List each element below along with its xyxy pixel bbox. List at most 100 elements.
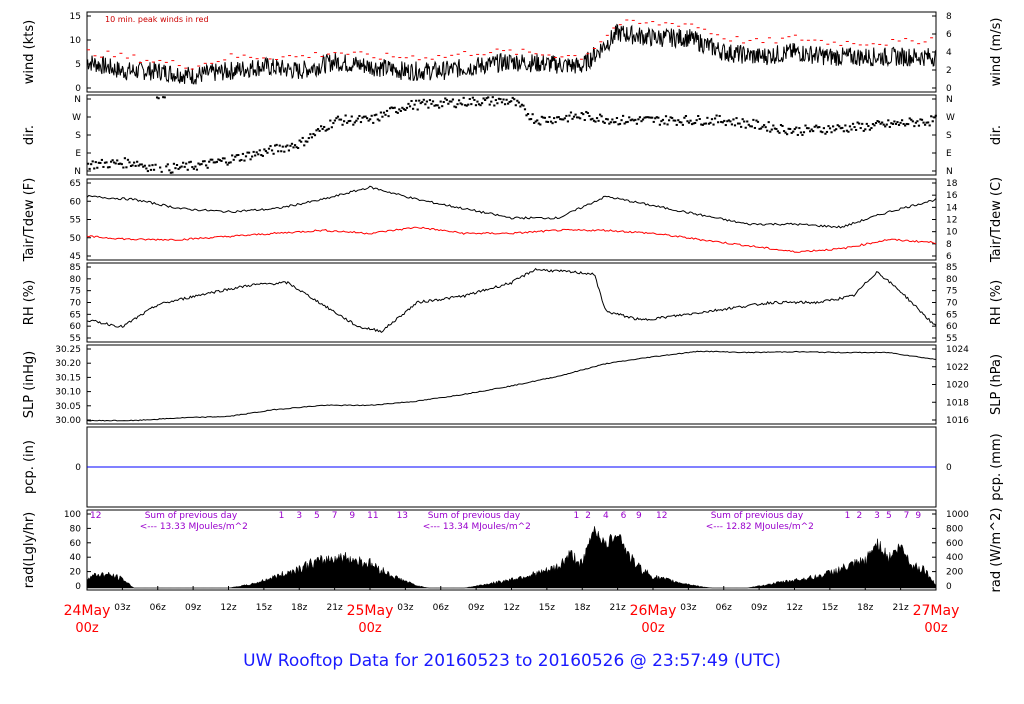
time-tick: 03z (397, 603, 413, 613)
dir-point (523, 108, 527, 111)
dir-point (384, 113, 387, 116)
rad-hour-marker: 9 (349, 511, 355, 521)
tick-left-slp: 30.10 (55, 388, 81, 398)
dir-point (689, 119, 692, 122)
dir-point (770, 128, 773, 131)
dir-point (694, 121, 697, 124)
dir-point (87, 162, 90, 165)
dir-point (321, 127, 324, 130)
dir-point (252, 150, 255, 153)
dir-point (566, 120, 570, 123)
dir-point (796, 133, 799, 136)
dir-point (297, 147, 300, 150)
dir-point (159, 166, 162, 169)
dir-point (214, 161, 217, 164)
ylabel-left-wind: wind (kts) (22, 20, 37, 84)
dir-point (163, 96, 166, 99)
time-tick: 21z (327, 603, 343, 613)
dir-point (335, 117, 338, 120)
dir-point (499, 98, 502, 101)
dir-point (454, 106, 458, 109)
dir-point (145, 167, 148, 170)
dir-point (215, 160, 218, 163)
dir-point (438, 106, 441, 109)
dir-point (825, 130, 829, 133)
dir-point (270, 149, 274, 152)
tick-left-slp: 30.25 (55, 345, 81, 355)
dir-point (583, 119, 586, 122)
dir-point (828, 127, 832, 130)
tick-right-rad: 200 (946, 568, 963, 578)
tick-right-rad: 0 (946, 582, 952, 592)
dir-point (224, 161, 228, 164)
dir-point (387, 115, 390, 118)
dir-point (125, 166, 128, 169)
rad-annotation: <--- 13.33 MJoules/m^2 (140, 522, 248, 532)
dir-point (707, 122, 711, 125)
time-tick: 09z (185, 603, 201, 613)
dir-point (111, 159, 114, 162)
dir-point (690, 123, 694, 126)
dir-point (192, 167, 195, 170)
dir-point (543, 116, 547, 119)
dir-point (272, 152, 275, 155)
dir-point (818, 126, 821, 129)
dir-point (874, 121, 878, 124)
dir-point (445, 98, 448, 101)
dir-point (496, 102, 499, 105)
dir-point (568, 114, 571, 117)
dir-point (372, 121, 375, 124)
dir-point (330, 126, 333, 129)
rad-hour-marker: 13 (397, 511, 408, 521)
dir-point (507, 102, 510, 105)
dir-point (226, 163, 229, 166)
dir-point (370, 114, 373, 117)
rad-annotation: <--- 12.82 MJoules/m^2 (706, 522, 814, 532)
dir-point (251, 155, 254, 158)
dir-point (200, 163, 203, 166)
tick-right-wind: 4 (946, 48, 952, 58)
dir-point (392, 107, 395, 110)
dir-point (362, 115, 366, 118)
dir-point (320, 125, 323, 128)
dir-point (211, 158, 214, 161)
dir-point (786, 133, 789, 136)
dir-point (723, 119, 726, 122)
dir-point (461, 103, 464, 106)
dir-point (850, 128, 853, 131)
dir-point (741, 118, 744, 121)
rad-series-area (86, 526, 937, 589)
dir-point (378, 119, 381, 122)
dir-point (649, 116, 652, 119)
dir-point (752, 118, 755, 121)
dir-point (228, 161, 231, 164)
dir-point (913, 125, 916, 128)
dir-point (534, 120, 537, 123)
tick-right-rh: 65 (946, 310, 957, 320)
dir-point (686, 120, 689, 123)
tick-right-slp: 1018 (946, 398, 969, 408)
dir-point (140, 163, 143, 166)
dir-point (197, 162, 200, 165)
rad-hour-marker: 12 (90, 511, 101, 521)
dir-point (267, 147, 271, 150)
dir-point (105, 161, 108, 164)
dir-point (600, 115, 603, 118)
dir-point (931, 120, 934, 123)
dir-point (488, 103, 491, 106)
dir-point (94, 161, 97, 164)
dir-point (361, 116, 364, 119)
dir-point (712, 123, 715, 126)
tick-left-rh: 60 (70, 322, 82, 332)
dir-point (381, 115, 384, 118)
dir-point (749, 125, 752, 128)
dir-point (657, 116, 660, 119)
dir-point (405, 106, 409, 109)
dir-point (560, 118, 563, 121)
dir-point (810, 128, 813, 131)
dir-point (157, 97, 160, 100)
dir-point (459, 102, 462, 105)
dir-point (467, 103, 470, 106)
rad-hour-marker: 11 (367, 511, 378, 521)
tick-right-wind: 0 (946, 84, 952, 94)
